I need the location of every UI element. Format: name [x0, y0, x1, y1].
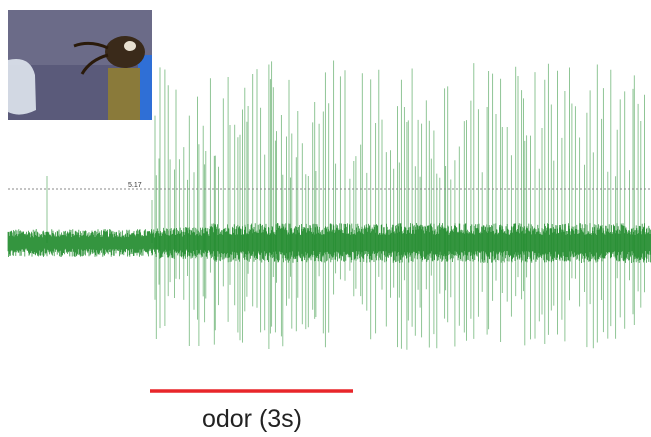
blue-mount — [138, 55, 152, 120]
odor-pipette — [8, 59, 36, 115]
threshold-label: 5.17 — [128, 182, 142, 189]
figure: 5.17 odor (3s) — [0, 0, 651, 437]
bee-eye-highlight — [124, 41, 136, 51]
holder-tube — [108, 68, 140, 120]
stimulus-label: odor (3s) — [202, 405, 302, 433]
bee-head — [105, 36, 145, 68]
inset-photo — [8, 10, 152, 120]
